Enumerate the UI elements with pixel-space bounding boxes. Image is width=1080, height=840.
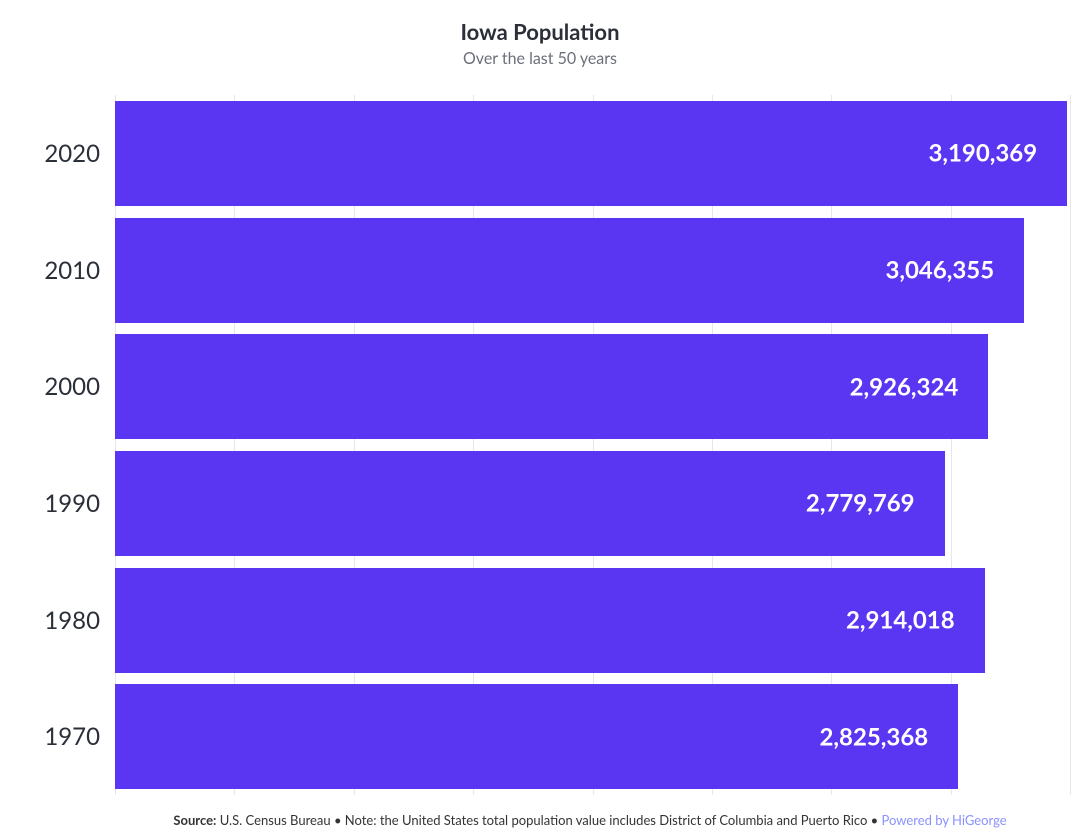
bar-value-label: 3,190,369 bbox=[928, 139, 1037, 168]
y-axis-label: 1970 bbox=[20, 722, 100, 751]
bar bbox=[115, 101, 1067, 206]
powered-by-link[interactable]: Powered by HiGeorge bbox=[882, 812, 1007, 828]
y-axis-label: 2010 bbox=[20, 256, 100, 285]
bar-row: 19802,914,018 bbox=[115, 568, 1070, 673]
source-label: Source: bbox=[173, 812, 216, 828]
bar-row: 20203,190,369 bbox=[115, 101, 1070, 206]
y-axis-label: 2000 bbox=[20, 372, 100, 401]
chart-subtitle: Over the last 50 years bbox=[0, 49, 1080, 68]
gridline bbox=[1070, 95, 1071, 795]
chart-footer: Source: U.S. Census Bureau • Note: the U… bbox=[115, 812, 1065, 828]
plot-area: 20203,190,369 20103,046,355 20002,926,324 1… bbox=[115, 95, 1070, 795]
bar-value-label: 3,046,355 bbox=[885, 256, 994, 285]
y-axis-label: 1980 bbox=[20, 606, 100, 635]
y-axis-label: 1990 bbox=[20, 489, 100, 518]
chart-header: Iowa Population Over the last 50 years bbox=[0, 0, 1080, 68]
bar-row: 20103,046,355 bbox=[115, 218, 1070, 323]
bar-row: 19702,825,368 bbox=[115, 684, 1070, 789]
bar-row: 20002,926,324 bbox=[115, 334, 1070, 439]
bar-value-label: 2,926,324 bbox=[850, 372, 959, 401]
y-axis-label: 2020 bbox=[20, 139, 100, 168]
chart-container: Iowa Population Over the last 50 years 2… bbox=[0, 0, 1080, 840]
chart-title: Iowa Population bbox=[0, 18, 1080, 45]
bar-value-label: 2,914,018 bbox=[846, 606, 955, 635]
bar-row: 19902,779,769 bbox=[115, 451, 1070, 556]
bar-value-label: 2,825,368 bbox=[820, 722, 929, 751]
source-text: U.S. Census Bureau • Note: the United St… bbox=[216, 812, 881, 828]
bar-value-label: 2,779,769 bbox=[806, 489, 915, 518]
